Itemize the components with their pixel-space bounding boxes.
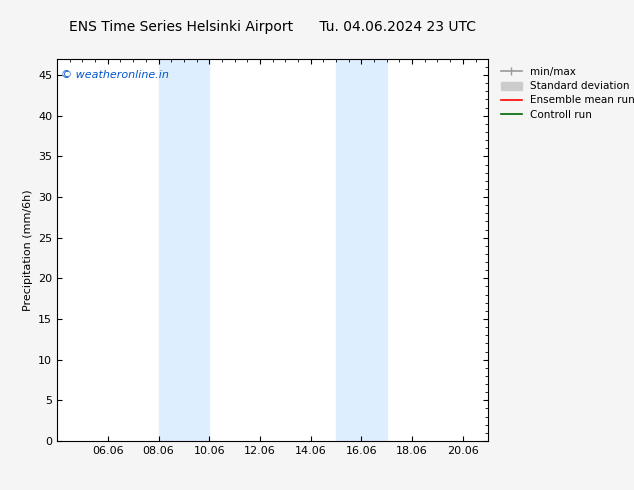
Text: ENS Time Series Helsinki Airport      Tu. 04.06.2024 23 UTC: ENS Time Series Helsinki Airport Tu. 04.… [69,20,476,34]
Text: © weatheronline.in: © weatheronline.in [61,70,169,80]
Legend: min/max, Standard deviation, Ensemble mean run, Controll run: min/max, Standard deviation, Ensemble me… [498,64,634,123]
Bar [336,59,387,441]
Bar [158,59,209,441]
Y-axis label: Precipitation (mm/6h): Precipitation (mm/6h) [23,189,32,311]
